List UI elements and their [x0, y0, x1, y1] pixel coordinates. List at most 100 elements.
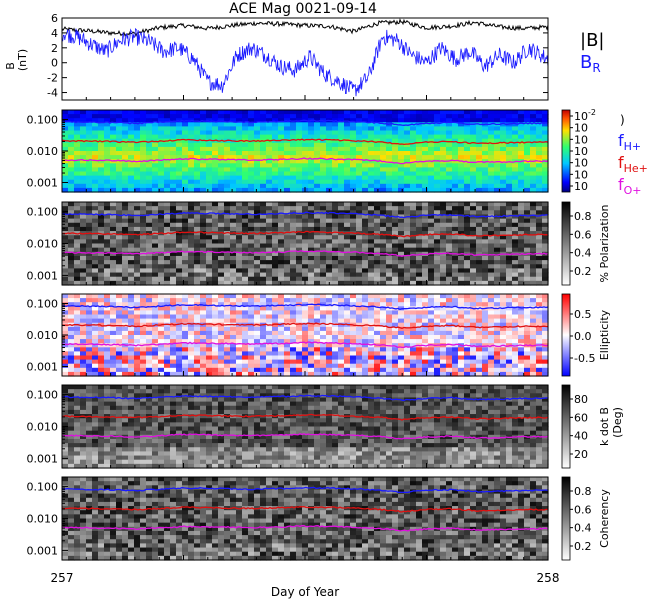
spectrogram-cell [182, 179, 189, 185]
spectrogram-cell [248, 335, 255, 340]
spectrogram-cell [482, 314, 489, 320]
spectrogram-cell [266, 171, 273, 177]
spectrogram-cell [470, 151, 477, 156]
spectrogram-cell [62, 318, 69, 324]
spectrogram-cell [200, 142, 207, 148]
spectrogram-cell [242, 122, 249, 127]
spectrogram-cell [278, 359, 285, 365]
spectrogram-cell [482, 202, 489, 207]
spectrogram-cell [194, 330, 201, 336]
spectrogram-cell [494, 367, 501, 373]
spectrogram-cell [416, 226, 423, 232]
spectrogram-cell [494, 226, 501, 232]
spectrogram-cell [524, 118, 531, 123]
spectrogram-cell [68, 280, 75, 286]
spectrogram-cell [146, 335, 153, 340]
spectrogram-cell [494, 130, 501, 136]
spectrogram-cell [320, 206, 327, 211]
spectrogram-cell [434, 171, 441, 177]
spectrogram-cell [164, 130, 171, 136]
spectrogram-cell [260, 326, 267, 332]
spectrogram-cell [518, 142, 525, 148]
spectrogram-cell [158, 202, 165, 207]
spectrogram-cell [110, 202, 117, 207]
spectrogram-cell [362, 306, 369, 311]
spectrogram-cell [350, 276, 357, 282]
spectrogram-cell [62, 264, 69, 269]
spectrogram-cell [410, 298, 417, 303]
spectrogram-cell [182, 159, 189, 164]
spectrogram-cell [98, 163, 105, 168]
spectrogram-cell [74, 218, 81, 224]
spectrogram-cell [488, 231, 495, 236]
spectrogram-cell [326, 260, 333, 265]
spectrogram-cell [446, 318, 453, 324]
spectrogram-cell [380, 322, 387, 328]
spectrogram-cell [356, 155, 363, 160]
spectrogram-cell [410, 322, 417, 328]
spectrogram-cell [176, 187, 183, 193]
spectrogram-cell [152, 239, 159, 245]
spectrogram-cell [296, 122, 303, 127]
spectrogram-cell [398, 179, 405, 185]
spectrogram-cell [104, 255, 111, 261]
spectrogram-cell [254, 134, 261, 140]
spectrogram-cell [488, 255, 495, 261]
spectrogram-cell [530, 276, 537, 282]
spectrogram-cell [296, 351, 303, 357]
spectrogram-cell [164, 226, 171, 232]
spectrogram-cell [86, 272, 93, 278]
spectrogram-cell [98, 280, 105, 286]
spectrogram-cell [320, 326, 327, 332]
spectrogram-cell [146, 175, 153, 181]
spectrogram-cell [62, 330, 69, 336]
spectrogram-cell [398, 255, 405, 261]
spectrogram-cell [428, 280, 435, 286]
spectrogram-cell [140, 359, 147, 365]
spectrogram-cell [434, 187, 441, 193]
spectrogram-cell [320, 226, 327, 232]
spectrogram-cell [542, 175, 549, 181]
spectrogram-cell [518, 155, 525, 160]
spectrogram-cell [392, 155, 399, 160]
spectrogram-cell [236, 146, 243, 152]
spectrogram-cell [470, 218, 477, 224]
spectrogram-cell [158, 255, 165, 261]
spectrogram-cell [416, 210, 423, 216]
spectrogram-cell [362, 302, 369, 307]
spectrogram-cell [218, 235, 225, 240]
spectrogram-cell [452, 335, 459, 340]
spectrogram-cell [518, 276, 525, 282]
spectrogram-cell [146, 280, 153, 286]
spectrogram-cell [92, 326, 99, 332]
spectrogram-cell [416, 339, 423, 344]
spectrogram-cell [308, 138, 315, 144]
spectrogram-cell [200, 114, 207, 119]
spectrogram-cell [368, 222, 375, 228]
spectrogram-cell [74, 276, 81, 282]
spectrogram-cell [122, 155, 129, 160]
spectrogram-cell [416, 322, 423, 328]
spectrogram-cell [140, 118, 147, 123]
spectrogram-cell [374, 359, 381, 365]
spectrogram-cell [320, 155, 327, 160]
spectrogram-cell [530, 302, 537, 307]
spectrogram-cell [428, 183, 435, 189]
spectrogram-cell [62, 206, 69, 211]
spectrogram-cell [218, 171, 225, 177]
spectrogram-cell [278, 343, 285, 348]
spectrogram-cell [86, 151, 93, 156]
spectrogram-cell [206, 151, 213, 156]
spectrogram-cell [146, 314, 153, 320]
spectrogram-cell [386, 355, 393, 361]
spectrogram-cell [242, 187, 249, 193]
spectrogram-cell [422, 243, 429, 249]
spectrogram-cell [536, 251, 543, 257]
spectrogram-cell [296, 347, 303, 352]
spectrogram-cell [188, 167, 195, 173]
spectrogram-cell [134, 339, 141, 344]
spectrogram-cell [518, 347, 525, 352]
spectrogram-cell [206, 330, 213, 336]
spectrogram-cell [260, 302, 267, 307]
spectrogram-cell [284, 298, 291, 303]
